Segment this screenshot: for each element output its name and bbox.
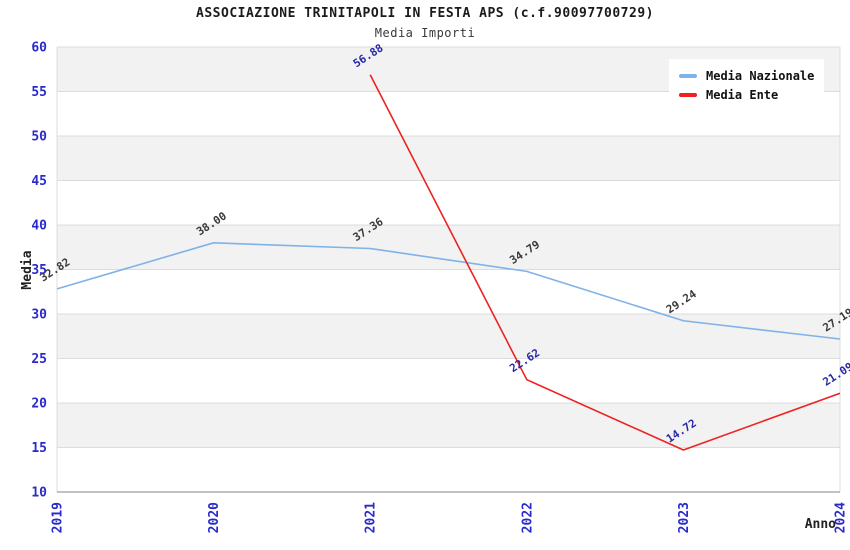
y-tick-label: 25 (31, 352, 47, 367)
y-tick-label: 20 (31, 397, 47, 412)
plot-band (57, 225, 840, 270)
media-nazionale-line-icon (679, 73, 697, 78)
y-tick-label: 10 (31, 486, 47, 501)
legend-label: Media Nazionale (706, 68, 815, 83)
data-label: 21.09 (821, 360, 850, 389)
y-axis-title: Media (20, 250, 35, 289)
y-tick-label: 45 (31, 174, 47, 189)
y-tick-label: 60 (31, 41, 47, 56)
y-tick-label: 50 (31, 130, 47, 145)
y-tick-label: 55 (31, 85, 47, 100)
y-tick-label: 30 (31, 308, 47, 323)
x-tick-label: 2021 (364, 502, 379, 533)
x-tick-label: 2019 (51, 502, 66, 533)
series-line-media-ente (369, 74, 841, 451)
x-tick-label: 2023 (677, 502, 692, 533)
y-tick-label: 35 (31, 263, 47, 278)
x-tick-label: 2024 (834, 502, 849, 533)
x-axis-title: Anno (805, 517, 836, 532)
media-ente-line-icon (679, 92, 697, 97)
plot-band (57, 314, 840, 359)
plot-band (57, 403, 840, 448)
x-tick-label: 2022 (520, 502, 535, 533)
plot-band (57, 136, 840, 181)
legend-label: Media Ente (706, 87, 779, 102)
x-tick-label: 2020 (207, 502, 222, 533)
data-label: 29.24 (664, 287, 699, 316)
legend-item-media-nazionale: Media Nazionale (679, 66, 814, 85)
series-line-media-nazionale (56, 242, 841, 340)
y-tick-label: 15 (31, 441, 47, 456)
y-tick-label: 40 (31, 219, 47, 234)
chart-subtitle: Media Importi (374, 26, 476, 40)
legend-item-media-ente: Media Ente (679, 85, 814, 104)
legend: Media Nazionale Media Ente (669, 59, 825, 111)
chart-title: ASSOCIAZIONE TRINITAPOLI IN FESTA APS (c… (196, 6, 654, 21)
